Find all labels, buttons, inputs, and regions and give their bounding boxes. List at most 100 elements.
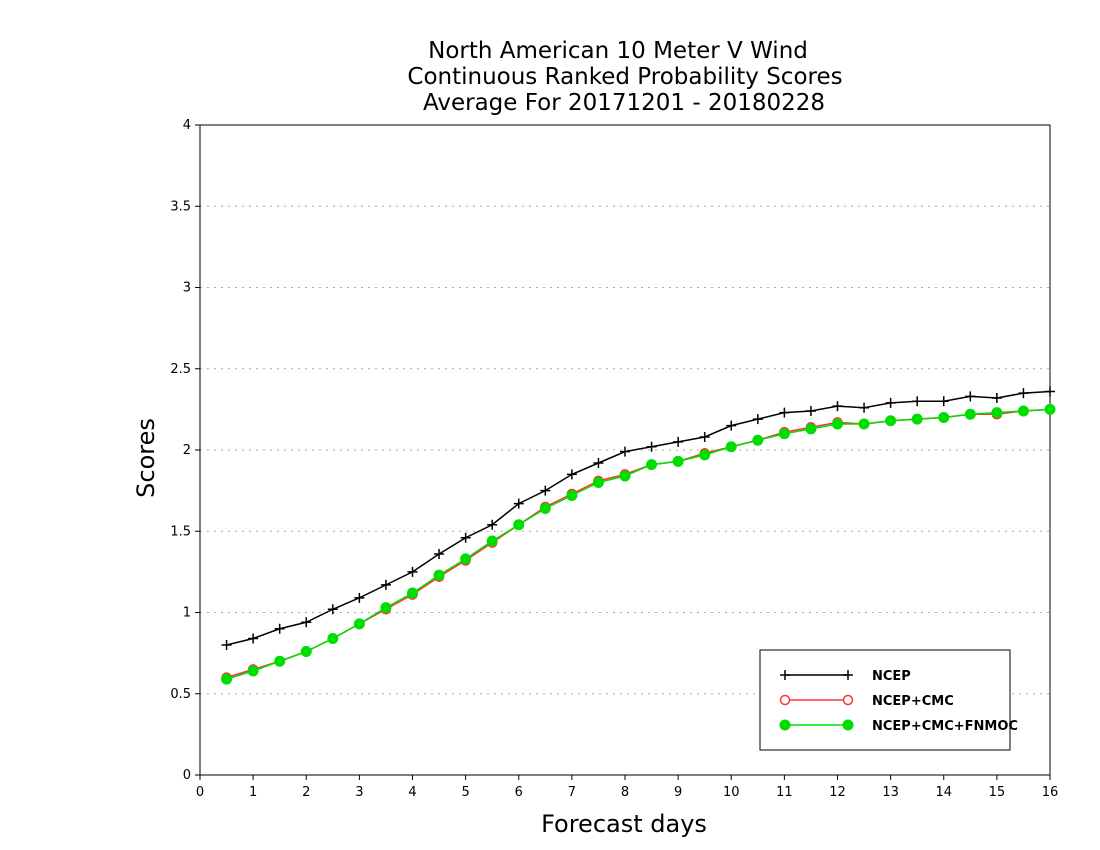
data-point	[433, 569, 445, 581]
data-point	[726, 420, 737, 431]
data-point	[248, 633, 259, 644]
x-tick-label: 16	[1042, 785, 1059, 800]
data-point	[301, 617, 312, 628]
title-line-3: Average For 20171201 - 20180228	[423, 90, 825, 116]
data-point	[620, 446, 630, 457]
legend-marker	[780, 670, 790, 680]
legend-item: NCEP	[780, 669, 911, 684]
gridlines	[200, 205, 1050, 695]
data-point	[752, 434, 764, 446]
x-tick-label: 10	[723, 785, 740, 800]
legend-marker	[779, 719, 791, 731]
legend-marker	[843, 670, 853, 680]
data-point	[964, 408, 976, 420]
x-tick-label: 3	[355, 785, 363, 800]
data-point	[354, 592, 365, 603]
data-point	[646, 459, 658, 471]
data-point	[540, 485, 551, 496]
data-point	[778, 428, 790, 440]
data-point	[911, 413, 923, 425]
legend: NCEP NCEP+CMC NCEP+CMC+FNMOC	[759, 649, 1018, 751]
legend-label: NCEP+CMC	[872, 694, 954, 709]
data-point	[991, 407, 1003, 419]
data-point	[832, 401, 843, 412]
data-point	[247, 665, 259, 677]
title-line-2: Continuous Ranked Probability Scores	[407, 64, 842, 90]
data-point	[725, 441, 737, 453]
x-tick-label: 5	[461, 785, 469, 800]
y-tick-label: 0	[183, 768, 191, 783]
x-tick-label: 14	[935, 785, 952, 800]
data-point	[327, 633, 339, 644]
data-point	[1044, 403, 1056, 415]
y-tick-label: 0.5	[170, 687, 191, 702]
data-point	[487, 519, 498, 530]
data-point	[938, 396, 949, 407]
x-tick-label: 11	[776, 785, 793, 800]
title-line-1: North American 10 Meter V Wind	[428, 38, 808, 64]
data-point	[646, 441, 657, 452]
data-point	[912, 396, 923, 407]
data-point	[513, 498, 524, 509]
series-NCEP+CMC+FNMOC	[221, 403, 1056, 685]
x-tick-label: 15	[989, 785, 1006, 800]
y-tick-label: 1.5	[170, 524, 191, 539]
data-point	[380, 579, 391, 590]
data-point	[619, 470, 631, 482]
y-tick-label: 2.5	[170, 362, 191, 377]
data-point	[699, 449, 711, 461]
data-point	[434, 549, 445, 559]
data-point	[380, 602, 392, 614]
x-tick-label: 9	[674, 785, 682, 800]
data-point	[274, 655, 286, 667]
data-point	[885, 415, 897, 427]
x-tick-label: 8	[621, 785, 629, 800]
y-tick-label: 3.5	[170, 199, 191, 214]
data-point	[885, 397, 896, 408]
data-point	[513, 519, 525, 531]
series-NCEP+CMC	[221, 404, 1056, 683]
data-point	[832, 418, 843, 430]
data-point	[593, 458, 604, 468]
y-axis: 0 0.5 1 1.5 2 2.5 3 3.5 4	[170, 118, 200, 783]
data-point	[486, 535, 498, 547]
data-point	[938, 412, 950, 423]
y-axis-label: Scores	[132, 418, 160, 498]
data-point	[673, 436, 684, 447]
data-point	[859, 402, 870, 413]
data-point	[779, 407, 790, 418]
data-point	[300, 646, 312, 657]
data-point	[1017, 405, 1029, 417]
y-tick-label: 1	[183, 606, 191, 621]
data-point	[407, 587, 418, 599]
data-point	[274, 623, 285, 634]
x-tick-label: 12	[829, 785, 846, 800]
data-point	[965, 391, 976, 402]
data-point	[566, 469, 577, 480]
data-point	[699, 432, 710, 442]
data-point	[407, 566, 418, 577]
data-point	[460, 532, 471, 543]
x-tick-label: 6	[515, 785, 523, 800]
data-point	[1045, 386, 1055, 397]
y-tick-label: 3	[183, 281, 191, 296]
data-point	[991, 393, 1002, 403]
data-point	[460, 553, 472, 565]
x-axis: 0 1 2 3 4 5 6 7 8 9 10 11 12 13 14 15 16	[196, 775, 1058, 800]
x-tick-label: 4	[408, 785, 416, 800]
data-point	[1018, 388, 1029, 399]
data-point	[805, 406, 816, 416]
data-point	[858, 418, 870, 430]
data-point	[353, 618, 365, 630]
x-tick-label: 2	[302, 785, 310, 800]
legend-marker	[842, 719, 854, 731]
series-layer	[221, 386, 1056, 685]
y-tick-label: 2	[183, 443, 191, 458]
x-tick-label: 0	[196, 785, 204, 800]
series-NCEP	[221, 386, 1055, 650]
y-tick-label: 4	[183, 118, 191, 133]
chart-title: North American 10 Meter V Wind Continuou…	[407, 38, 842, 116]
data-point	[221, 673, 233, 685]
x-axis-label: Forecast days	[541, 810, 707, 838]
